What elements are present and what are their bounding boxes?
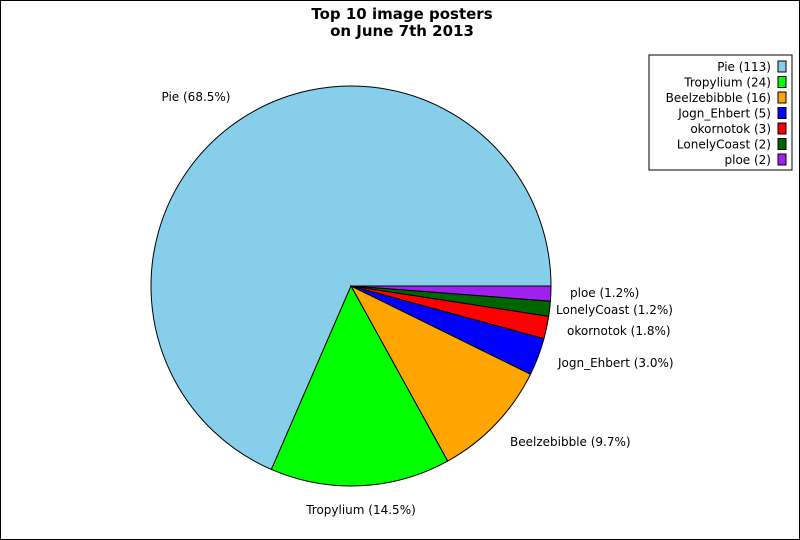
pie-slice-beelzebibble (349, 284, 532, 462)
legend: Pie (113) Tropylium (24)Beelzebibble (16)… (648, 54, 793, 171)
legend-entry-ploe: ploe (2) (725, 153, 772, 167)
legend-entry-pie: Pie (113) (717, 60, 771, 74)
chart-title-line-1: Top 10 image posters (311, 5, 492, 23)
slice-label-pie: Pie (68.5%) (162, 90, 231, 104)
legend-entry-tropylium: Tropylium (24) (683, 76, 771, 90)
legend-entry-okornotok: okornotok (3) (690, 122, 771, 136)
slice-label-tropylium: Tropylium (14.5%) (305, 503, 416, 517)
slice-label-jogn_ehbert: Jogn_Ehbert (3.0%) (557, 356, 674, 370)
slice-label-okornotok: okornotok (1.8%) (567, 324, 671, 338)
legend-swatch-beelzebibble (777, 91, 787, 104)
slice-label-beelzebibble: Beelzebibble (9.7%) (510, 435, 631, 449)
legend-swatch-tropylium (777, 76, 787, 88)
slice-labels: Pie (68.5%) ploe (1.2%) LonelyCoast (1.2%)… (162, 90, 674, 517)
legend-box (648, 54, 793, 171)
pie-slice-tropylium (270, 284, 449, 487)
chart-title: Top 10 image posters on June 7th 2013 (311, 5, 492, 40)
legend-swatch-jogn_ehbert (777, 107, 787, 119)
legend-entry-lonelycoast: LonelyCoast (2) (677, 138, 771, 152)
legend-entry-beelzebibble: Beelzebibble (16) (666, 91, 771, 105)
legend-entry-jogn_ehbert: Jogn_Ehbert (5) (677, 107, 771, 121)
legend-swatch-lonelycoast (777, 138, 787, 150)
pie-slice-pie (150, 85, 552, 471)
pie-slices (150, 85, 552, 487)
legend-swatch-pie (777, 60, 787, 73)
legend-swatch-ploe (777, 153, 787, 166)
chart-title-line-2: on June 7th 2013 (330, 22, 474, 40)
slice-label-lonelycoast: LonelyCoast (1.2%) (556, 303, 673, 317)
legend-swatch-okornotok (777, 122, 787, 135)
slice-label-ploe: ploe (1.2%) (570, 286, 639, 300)
